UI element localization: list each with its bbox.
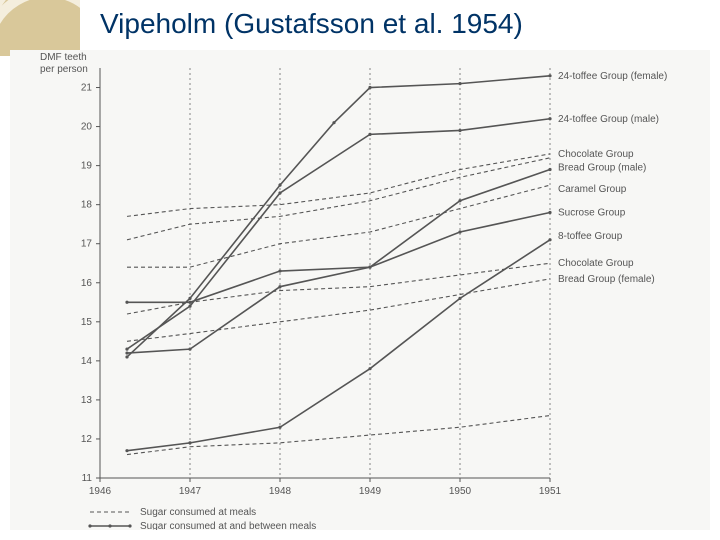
svg-text:1947: 1947 [179, 486, 202, 497]
svg-text:12: 12 [81, 434, 93, 445]
svg-text:per person: per person [40, 64, 88, 75]
svg-text:20: 20 [81, 122, 93, 133]
svg-text:Bread Group (male): Bread Group (male) [558, 163, 646, 174]
svg-text:1946: 1946 [89, 486, 112, 497]
svg-text:21: 21 [81, 83, 93, 94]
vipeholm-chart: 11 12 13 14 15 16 17 18 19 20 21 1946 1947 1948 1949 19… [10, 50, 710, 530]
svg-text:Sugar consumed at meals: Sugar consumed at meals [140, 507, 256, 518]
svg-text:24-toffee Group (female): 24-toffee Group (female) [558, 71, 667, 82]
svg-text:Chocolate Group: Chocolate Group [558, 149, 634, 160]
svg-text:16: 16 [81, 278, 93, 289]
svg-text:Caramel Group: Caramel Group [558, 184, 627, 195]
svg-text:19: 19 [81, 161, 93, 172]
svg-text:14: 14 [81, 356, 93, 367]
svg-text:17: 17 [81, 239, 93, 250]
svg-text:Chocolate Group: Chocolate Group [558, 258, 634, 269]
slide-logo [0, 0, 80, 56]
svg-text:15: 15 [81, 317, 93, 328]
svg-text:1948: 1948 [269, 486, 292, 497]
svg-text:1949: 1949 [359, 486, 382, 497]
svg-text:1951: 1951 [539, 486, 562, 497]
svg-text:DMF teeth: DMF teeth [40, 52, 87, 63]
svg-text:1950: 1950 [449, 486, 472, 497]
svg-text:11: 11 [82, 473, 93, 484]
svg-text:Sugar consumed at and between: Sugar consumed at and between meals [140, 521, 316, 530]
svg-text:8-toffee Group: 8-toffee Group [558, 231, 623, 242]
svg-text:Bread Group (female): Bread Group (female) [558, 274, 655, 285]
svg-text:24-toffee Group (male): 24-toffee Group (male) [558, 114, 659, 125]
slide-title: Vipeholm (Gustafsson et al. 1954) [100, 8, 523, 40]
svg-text:Sucrose Group: Sucrose Group [558, 207, 626, 218]
svg-text:18: 18 [81, 200, 93, 211]
svg-text:13: 13 [81, 395, 93, 406]
